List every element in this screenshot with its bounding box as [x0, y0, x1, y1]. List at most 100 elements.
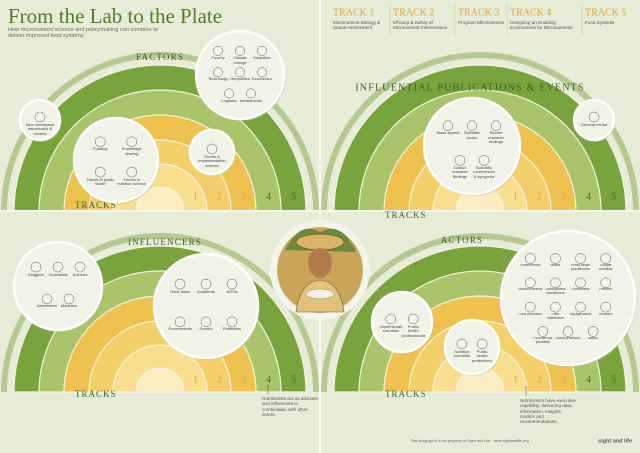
item-icon	[600, 253, 611, 264]
bubble-item: Modelers	[60, 304, 78, 309]
bubble-item-box: Geopolitics	[230, 77, 250, 81]
item-icon	[34, 111, 46, 123]
track-description-box: Efficacy & Safety of Micronutrient Inter…	[393, 20, 448, 31]
track-description: Food Systems	[585, 20, 615, 25]
bubble	[370, 290, 434, 354]
ring-number: 1	[513, 191, 518, 202]
ring-number: 5	[291, 374, 296, 385]
bubble-item-box: Food producers	[518, 312, 543, 316]
item-icon	[490, 120, 502, 131]
bubble-item-box: Think tanks	[170, 290, 190, 294]
item-icon	[226, 316, 238, 328]
item-icon	[213, 67, 223, 78]
bubble-item: Big agriculture	[569, 312, 592, 316]
item-icon	[257, 67, 267, 78]
subtitle-box: How micronutrient science and policymaki…	[8, 27, 158, 39]
ring-number: 3	[561, 191, 566, 202]
tracks-label: TRACKS	[385, 389, 427, 399]
bubble-item: Scientific conferences & symposia	[473, 165, 495, 180]
bubble-item: Implementation scientists	[379, 324, 403, 334]
bubble-item-box: Consultants	[571, 288, 590, 292]
item-icon	[537, 326, 549, 337]
quadrant-title: INFLUENCERS	[128, 237, 202, 247]
bubble-item: Journalists	[48, 272, 68, 277]
bubble-item-box: General media	[581, 123, 607, 127]
item-icon	[466, 120, 478, 131]
item-icon	[600, 277, 611, 289]
bubble-item: Knowledge sharing	[121, 147, 142, 156]
item-icon	[126, 136, 137, 148]
footer-credit: This infographic is the property of Sigh…	[410, 439, 529, 443]
bubble-item: Donors	[199, 327, 213, 332]
bubble-item: Consultants	[571, 288, 590, 292]
item-icon	[550, 253, 561, 264]
item-icon	[126, 166, 137, 178]
bubble-item: Food producers	[518, 312, 543, 316]
item-icon	[235, 45, 245, 56]
bubble	[194, 29, 286, 121]
item-icon	[41, 293, 53, 305]
bubble-item: Social protection	[555, 336, 581, 340]
item-icon	[550, 277, 561, 289]
bubble-item-box: Food service providers	[533, 336, 553, 344]
bubble-item-box: Inequities	[253, 56, 270, 60]
bubble-item: Development practitioners	[545, 288, 566, 296]
note-box: Nutritionists have executive capability,…	[520, 398, 576, 424]
item-icon	[74, 261, 86, 273]
bubble	[572, 98, 616, 142]
bubble	[422, 96, 522, 196]
item-icon	[95, 136, 106, 148]
bubble-item: Activists	[72, 272, 88, 277]
item-icon	[52, 261, 64, 273]
portrait-plate	[305, 288, 335, 300]
ring	[135, 367, 185, 393]
bubble-item-box: Retailers	[598, 312, 613, 316]
bubble-item: New conceptual frameworks & models	[25, 122, 55, 136]
bubble-item: Scientific books	[463, 131, 480, 140]
ring-number: 2	[537, 191, 542, 202]
content-layer: How micronutrient science and policymaki…	[8, 3, 637, 444]
bubble-item: Food distributors	[547, 312, 564, 320]
item-icon	[476, 338, 488, 350]
bubble-item-box: Social scientists	[518, 288, 542, 291]
bubble-item: Trends in nutrition science	[117, 177, 147, 187]
bubble-item-box: Logistics	[221, 99, 237, 103]
ring-number: 2	[537, 374, 542, 385]
item-icon	[525, 253, 536, 264]
item-icon	[385, 313, 396, 325]
item-icon	[587, 326, 599, 337]
bubble-item-box: Poverty	[211, 56, 225, 60]
ring-number: 1	[513, 374, 518, 385]
quadrant-title: INFLUENTIAL PUBLICATIONS & EVENTS	[355, 82, 585, 93]
bubble-item: NGOs	[226, 289, 238, 294]
ring-number: 4	[266, 191, 271, 202]
item-icon	[200, 316, 212, 328]
title: From the Lab to the Plate	[8, 4, 222, 28]
bubble-item-box: Advertisers	[37, 304, 57, 308]
bubble-item-box: Big agriculture	[569, 312, 592, 316]
item-icon	[235, 67, 245, 78]
bubble-item: Trends in public health	[86, 177, 115, 187]
item-icon	[600, 301, 611, 313]
bubble	[499, 229, 637, 367]
bubble-item-box: Millers	[551, 264, 561, 267]
note: Nutritionists act as advisers and influe…	[262, 396, 318, 417]
bubble	[12, 240, 104, 332]
ring-number: 2	[217, 191, 222, 202]
item-icon	[575, 253, 586, 264]
bubble-item: Public health practitioners	[570, 264, 591, 271]
bubble-item-box: Journalists	[48, 272, 68, 277]
bubble	[72, 116, 160, 204]
bubble-item-box: Knowledge sharing	[121, 147, 142, 156]
ring-number: 5	[291, 191, 296, 202]
track-description: Efficacy & Safety of Micronutrient Inter…	[393, 20, 448, 31]
ring-number: 1	[193, 374, 198, 385]
note-box: Nutritionists act as advisers and influe…	[262, 396, 318, 417]
bubble-item: Food service providers	[533, 336, 553, 344]
item-icon	[478, 155, 490, 166]
bubble-item-box: Politicians	[223, 327, 241, 331]
bubble-item: Retailers	[598, 312, 613, 316]
bubble-item-box: Banks	[588, 337, 597, 340]
item-icon	[246, 88, 256, 99]
item-icon	[525, 277, 536, 289]
